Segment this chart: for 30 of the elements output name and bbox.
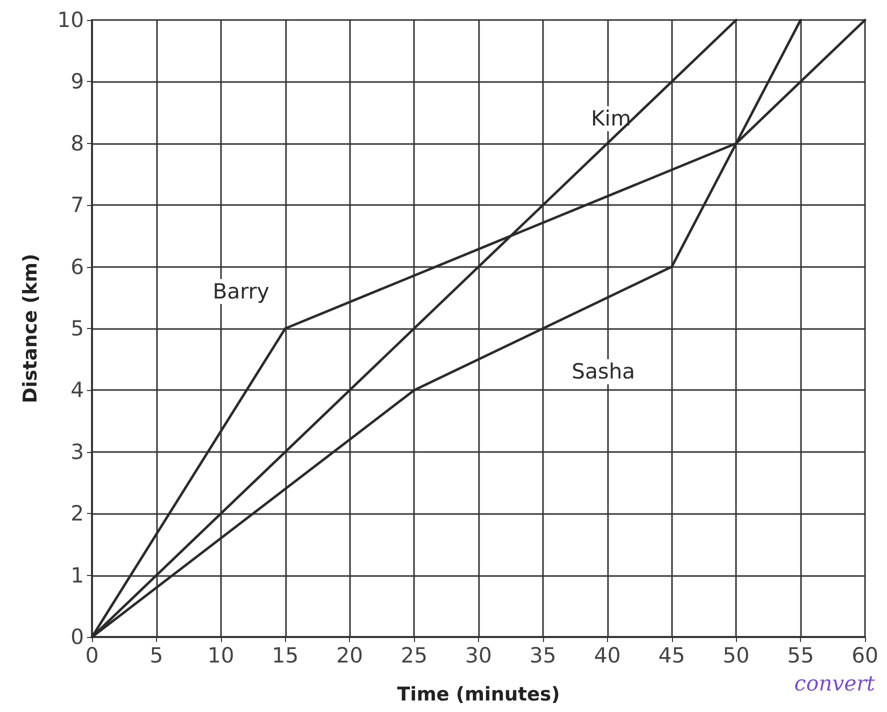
y-tick-label: 0 <box>70 625 84 649</box>
y-tick-label: 4 <box>70 378 84 402</box>
y-tick-label: 7 <box>70 193 84 218</box>
x-tick-label: 40 <box>594 644 621 668</box>
series-label: Kim <box>591 106 632 131</box>
text: convert <box>794 672 876 696</box>
x-tick-label: 35 <box>530 644 556 668</box>
x-tick-label: 10 <box>207 644 234 668</box>
y-tick-label: 9 <box>70 70 84 94</box>
x-tick-label: 45 <box>658 644 686 668</box>
y-tick-label: 2 <box>70 502 84 526</box>
x-tick-label: 50 <box>722 644 750 668</box>
x-axis-title: Time (minutes) <box>397 684 560 706</box>
y-tick-label: 1 <box>70 563 84 588</box>
x-tick-label: 25 <box>400 644 428 668</box>
y-tick-label: 6 <box>70 254 84 279</box>
x-tick-label: 5 <box>150 644 164 668</box>
y-tick-label: 10 <box>57 8 84 32</box>
series-label: Sasha <box>572 360 636 384</box>
y-tick-label: 8 <box>70 131 84 156</box>
x-tick-label: 0 <box>85 644 99 668</box>
y-axis-title: Distance (km) <box>20 254 42 404</box>
x-tick-label: 30 <box>465 644 492 668</box>
x-tick-label: 20 <box>336 644 364 668</box>
y-tick-label: 5 <box>70 316 84 340</box>
y-tick-label: 3 <box>70 440 84 464</box>
x-tick-label: 55 <box>787 644 814 668</box>
series-label: Barry <box>212 279 270 304</box>
x-tick-label: 15 <box>272 644 299 668</box>
x-tick-label: 60 <box>852 644 878 668</box>
